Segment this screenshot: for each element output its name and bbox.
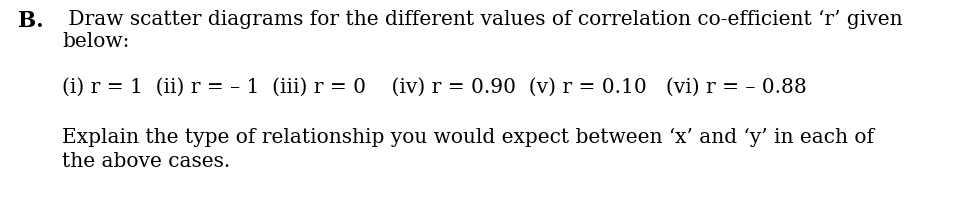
Text: the above cases.: the above cases. — [62, 151, 230, 170]
Text: below:: below: — [62, 32, 130, 51]
Text: (i) r = 1  (ii) r = – 1  (iii) r = 0    (iv) r = 0.90  (v) r = 0.10   (vi) r = –: (i) r = 1 (ii) r = – 1 (iii) r = 0 (iv) … — [62, 78, 806, 97]
Text: B.: B. — [18, 10, 43, 32]
Text: Draw scatter diagrams for the different values of correlation co-efficient ‘r’ g: Draw scatter diagrams for the different … — [62, 10, 902, 29]
Text: Explain the type of relationship you would expect between ‘x’ and ‘y’ in each of: Explain the type of relationship you wou… — [62, 127, 874, 146]
